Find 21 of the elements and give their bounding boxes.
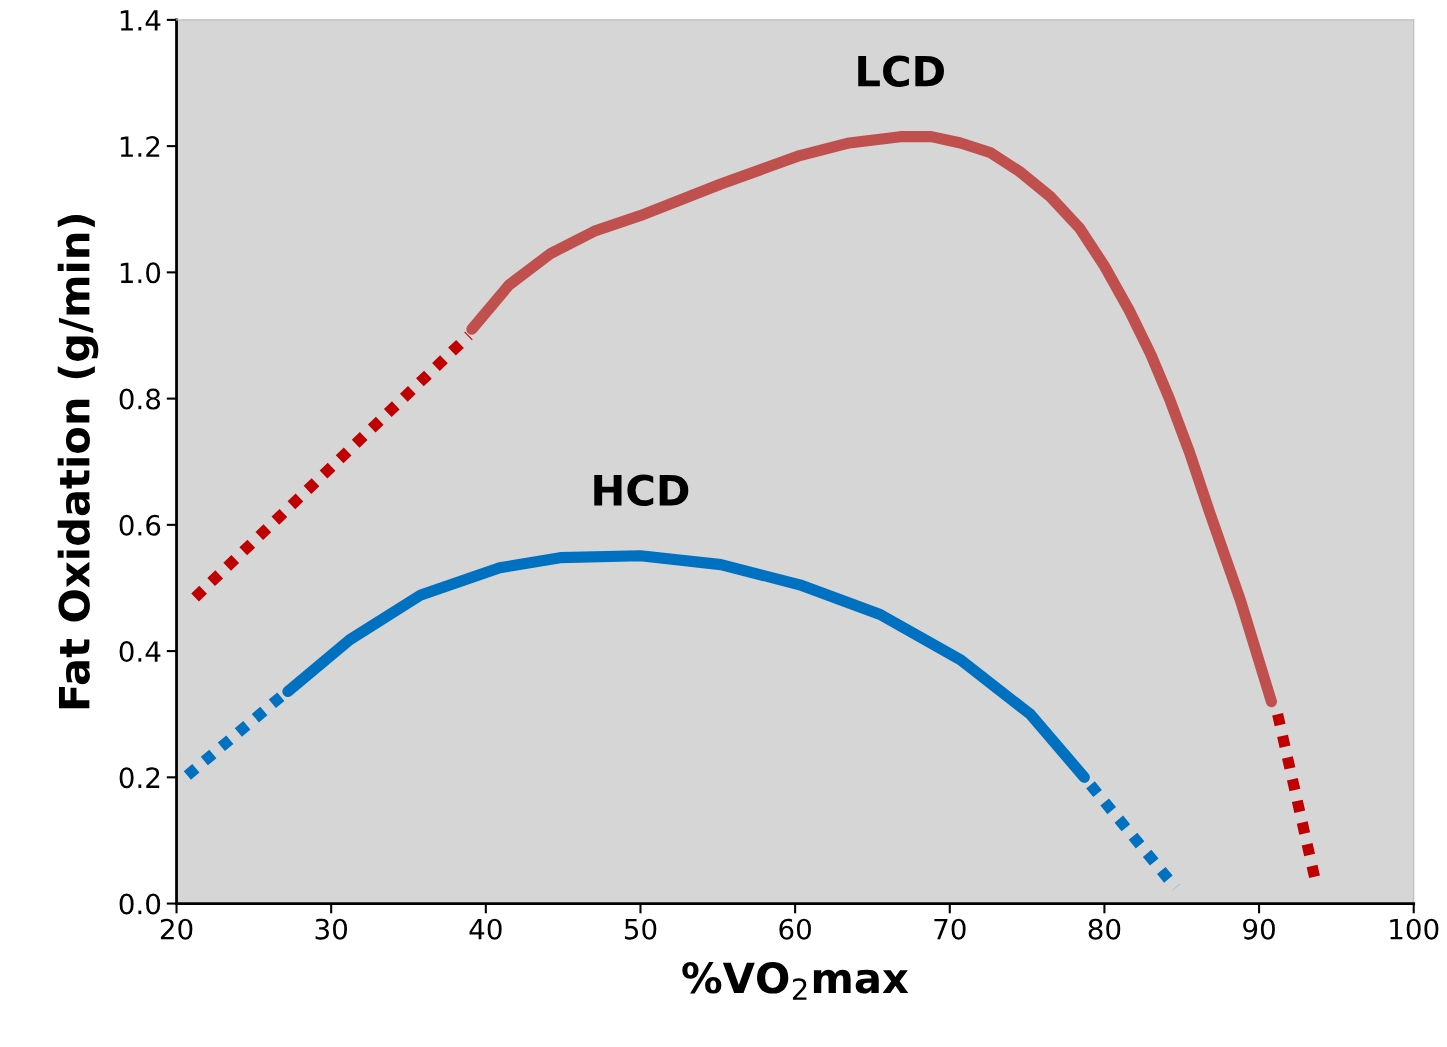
x-tick-label: 20 [160,918,193,940]
x-tick-label: 60 [779,918,811,940]
y-tick-label: 1.4 [120,10,161,31]
series-label: HCD [594,474,689,507]
y-tick-label: 1.0 [120,262,161,284]
y-tick-label: 0.0 [119,893,161,915]
x-tick-label: 90 [1243,918,1275,940]
y-tick-label: 0.4 [119,641,161,663]
x-tick-label: 100 [1390,918,1439,940]
y-axis-title: Fat Oxidation (g/min) [57,215,99,709]
x-tick-label: 80 [1088,918,1121,940]
series-label: LCD [858,55,944,87]
y-tick-label: 0.8 [119,388,161,410]
y-tick-label: 1.2 [120,136,160,157]
x-tick-label: 30 [315,918,348,940]
y-tick-label: 0.6 [119,514,161,536]
x-tick-label: 70 [934,918,966,940]
x-axis-title: %VO$_{2}$max [682,962,909,1000]
x-tick-label: 50 [624,918,657,940]
x-tick-label: 40 [469,918,502,940]
y-tick-label: 0.2 [119,767,160,789]
